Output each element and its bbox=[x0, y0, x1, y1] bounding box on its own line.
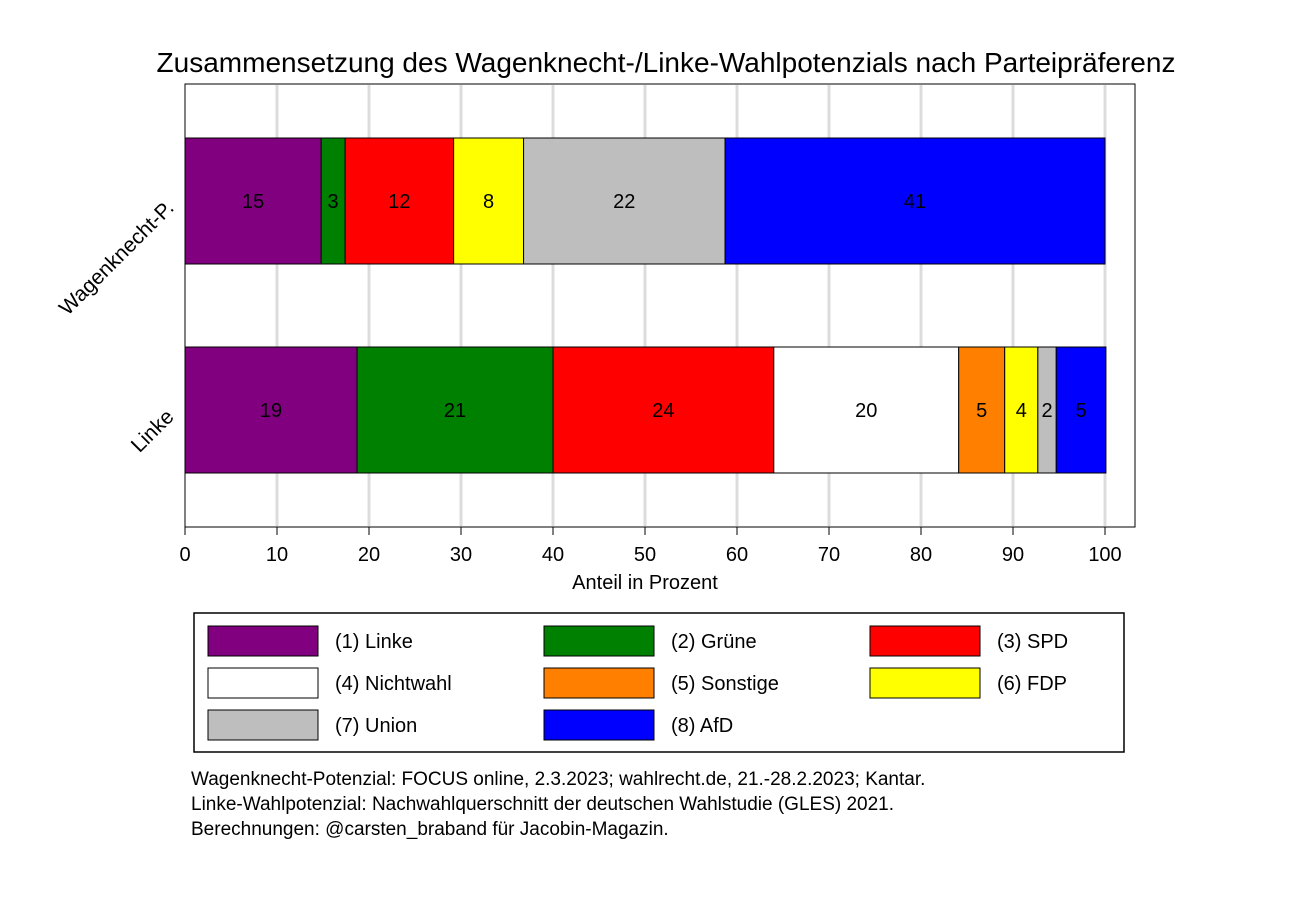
data-label: 2 bbox=[1041, 400, 1052, 422]
legend-swatch bbox=[207, 667, 319, 699]
data-label: 41 bbox=[904, 191, 926, 213]
x-tick-label: 0 bbox=[179, 544, 190, 566]
legend-box bbox=[193, 612, 1125, 753]
bar-segment bbox=[724, 137, 1106, 265]
data-label: 20 bbox=[855, 400, 877, 422]
data-label: 8 bbox=[483, 191, 494, 213]
bar-segment bbox=[1055, 346, 1107, 474]
data-label: 5 bbox=[976, 400, 987, 422]
y-category-label: Linke bbox=[127, 405, 179, 457]
x-tick-label: 10 bbox=[266, 544, 288, 566]
x-tick-label: 40 bbox=[542, 544, 564, 566]
x-tick-label: 30 bbox=[450, 544, 472, 566]
x-tick-label: 80 bbox=[910, 544, 932, 566]
bar-segment bbox=[356, 346, 554, 474]
legend-label: (8) AfD bbox=[671, 715, 733, 737]
legend-swatch bbox=[543, 709, 655, 741]
bar-segment bbox=[552, 346, 775, 474]
legend-label: (2) Grüne bbox=[671, 631, 757, 653]
legend: (1) Linke (2) Grüne (3) SPD (4) Nichtwahl (5… bbox=[193, 612, 1125, 753]
data-label: 12 bbox=[388, 191, 410, 213]
bar-segment bbox=[184, 346, 358, 474]
x-tick-label: 50 bbox=[634, 544, 656, 566]
data-label: 15 bbox=[242, 191, 264, 213]
source-note: Berechnungen: @carsten_braband für Jacob… bbox=[191, 819, 669, 840]
legend-swatch bbox=[869, 667, 981, 699]
bar-segment bbox=[958, 346, 1006, 474]
legend-swatch bbox=[543, 625, 655, 657]
x-axis-title: Anteil in Prozent bbox=[572, 572, 718, 594]
x-tick-label: 70 bbox=[818, 544, 840, 566]
data-label: 3 bbox=[328, 191, 339, 213]
data-label: 21 bbox=[444, 400, 466, 422]
bar-segment bbox=[773, 346, 960, 474]
source-note: Wagenknecht-Potenzial: FOCUS online, 2.3… bbox=[191, 769, 925, 790]
legend-label: (1) Linke bbox=[335, 631, 413, 653]
data-label: 24 bbox=[652, 400, 674, 422]
legend-swatch bbox=[869, 625, 981, 657]
data-label: 4 bbox=[1016, 400, 1027, 422]
source-notes: Wagenknecht-Potenzial: FOCUS online, 2.3… bbox=[191, 769, 925, 840]
legend-label: (3) SPD bbox=[997, 631, 1068, 653]
bars: 15 3 12 8 22 41 19 21 24 20 5 4 2 5 bbox=[184, 137, 1107, 474]
legend-label: (4) Nichtwahl bbox=[335, 673, 452, 695]
bar-segment bbox=[453, 137, 525, 265]
legend-swatch bbox=[543, 667, 655, 699]
legend-swatch bbox=[207, 709, 319, 741]
x-tick-label: 100 bbox=[1088, 544, 1121, 566]
bar-segment bbox=[344, 137, 455, 265]
legend-label: (7) Union bbox=[335, 715, 417, 737]
y-category-label: Wagenknecht-P. bbox=[55, 196, 179, 320]
data-label: 19 bbox=[260, 400, 282, 422]
bar-segment bbox=[1004, 346, 1039, 474]
chart-title: Zusammensetzung des Wagenknecht-/Linke-W… bbox=[157, 47, 1176, 78]
data-label: 22 bbox=[613, 191, 635, 213]
legend-label: (6) FDP bbox=[997, 673, 1067, 695]
bar-segment bbox=[184, 137, 322, 265]
x-tick-label: 20 bbox=[358, 544, 380, 566]
source-note: Linke-Wahlpotenzial: Nachwahlquerschnitt… bbox=[191, 794, 894, 815]
data-label: 5 bbox=[1076, 400, 1087, 422]
legend-label: (5) Sonstige bbox=[671, 673, 779, 695]
x-tick-label: 60 bbox=[726, 544, 748, 566]
legend-swatch bbox=[207, 625, 319, 657]
x-tick-label: 90 bbox=[1002, 544, 1024, 566]
